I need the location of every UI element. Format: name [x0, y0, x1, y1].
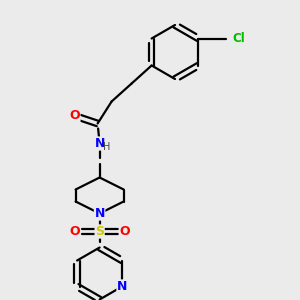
Text: O: O	[69, 225, 80, 238]
Text: N: N	[94, 207, 105, 220]
Text: O: O	[119, 225, 130, 238]
Text: H: H	[103, 142, 110, 152]
Text: N: N	[117, 280, 127, 293]
Text: S: S	[95, 225, 104, 238]
Text: N: N	[94, 137, 105, 150]
Text: O: O	[69, 109, 80, 122]
Text: Cl: Cl	[232, 32, 245, 45]
